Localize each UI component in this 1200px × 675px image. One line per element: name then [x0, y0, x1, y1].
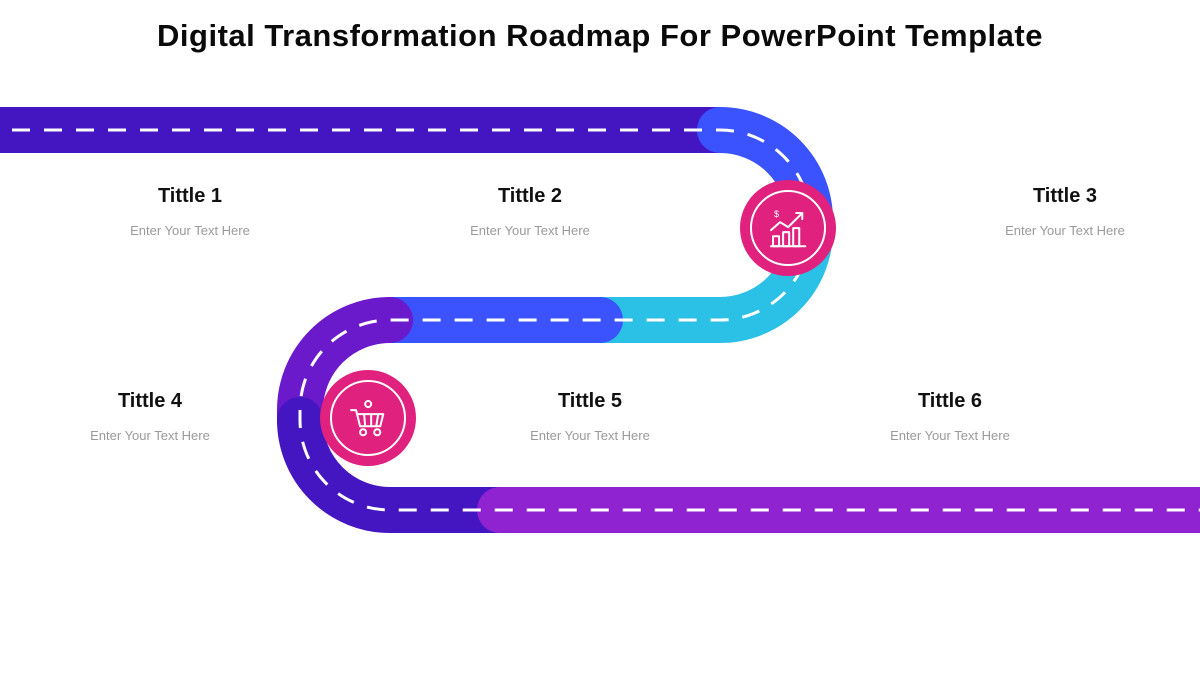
milestone-desc: Enter Your Text Here [85, 427, 215, 446]
milestone-desc: Enter Your Text Here [850, 427, 1050, 446]
milestone-title: Tittle 3 [965, 185, 1165, 208]
roadmap-stage: Digital Transformation Roadmap For Power… [0, 0, 1200, 675]
milestone-title: Tittle 1 [90, 185, 290, 208]
chart-glyph-icon: $ [768, 208, 808, 248]
cart-glyph-icon [348, 398, 388, 438]
shopping-cart-icon [320, 370, 416, 466]
growth-chart-icon: $ [740, 180, 836, 276]
milestone: Tittle 1 Enter Your Text Here [90, 185, 290, 241]
milestone: Tittle 2 Enter Your Text Here [430, 185, 630, 241]
road-graphic [0, 0, 1200, 675]
milestone-desc: Enter Your Text Here [490, 427, 690, 446]
milestone: Tittle 6 Enter Your Text Here [850, 390, 1050, 446]
milestone-desc: Enter Your Text Here [90, 222, 290, 241]
milestone-title: Tittle 6 [850, 390, 1050, 413]
milestone: Tittle 4 Enter Your Text Here [50, 390, 250, 446]
milestone-desc: Enter Your Text Here [1000, 222, 1130, 241]
milestone: Tittle 3 Enter Your Text Here [965, 185, 1165, 241]
milestone-title: Tittle 5 [490, 390, 690, 413]
milestone-desc: Enter Your Text Here [430, 222, 630, 241]
svg-text:$: $ [774, 209, 779, 219]
milestone-title: Tittle 4 [50, 390, 250, 413]
milestone-title: Tittle 2 [430, 185, 630, 208]
milestone: Tittle 5 Enter Your Text Here [490, 390, 690, 446]
